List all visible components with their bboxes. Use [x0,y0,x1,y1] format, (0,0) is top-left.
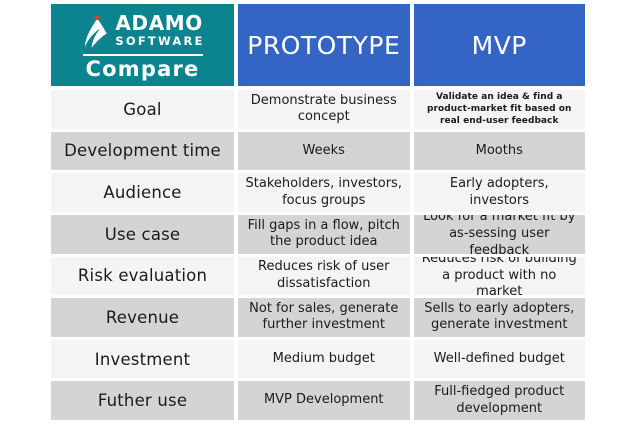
brand-lockup: ADAMO SOFTWARE [80,13,204,49]
column-header-prototype: PROTOTYPE [238,4,410,86]
criterion-label: Revenue [51,298,234,337]
table-row: Goal Demonstrate business concept Validate… [51,90,585,129]
criterion-label: Goal [51,90,234,129]
table-header-row: ADAMO SOFTWARE Compare PROTOTYPE MVP [51,4,585,86]
mvp-value: Full-fiedged product development [413,381,585,420]
prototype-value: MVP Development [238,381,410,420]
mvp-value: Reduces risk of building a product with … [413,256,585,296]
brand-header-cell: ADAMO SOFTWARE Compare [51,4,234,86]
prototype-value: Fill gaps in a flow, pitch the product i… [238,214,410,254]
mvp-value: Early adopters, investors [413,173,585,212]
table-row: Risk evaluation Reduces risk of user diss… [51,256,585,296]
table-row: Revenue Not for sales, generate further i… [51,298,585,337]
brand-wordmark: ADAMO SOFTWARE [115,13,204,48]
mvp-value: Sells to early adopters, generate invest… [413,298,585,337]
adamo-swoosh-logo-icon [85,15,108,48]
prototype-value: Demonstrate business concept [238,90,410,129]
table-row: Futher use MVP Development Full-fiedged pr… [51,381,585,420]
prototype-value: Weeks [238,131,410,171]
mvp-value: Mooths [413,131,585,171]
criterion-label: Risk evaluation [51,256,234,296]
table-row: Use case Fill gaps in a flow, pitch the p… [51,214,585,254]
mvp-value: Look for a market fit by as-sessing user… [413,214,585,254]
table-title: Compare [85,56,200,81]
table-body: Goal Demonstrate business concept Validate… [51,86,585,420]
criterion-label: Development time [51,131,234,171]
criterion-label: Futher use [51,381,234,420]
comparison-table: ADAMO SOFTWARE Compare PROTOTYPE MVP Goa… [51,4,585,420]
column-header-mvp: MVP [413,4,585,86]
column-header-mvp-label: MVP [471,30,527,60]
criterion-label: Use case [51,214,234,254]
table-row: Audience Stakeholders, investors, focus g… [51,173,585,212]
table-row: Development time Weeks Mooths [51,131,585,171]
criterion-label: Investment [51,339,234,379]
table-row: Investment Medium budget Well-defined budg… [51,339,585,379]
prototype-value: Not for sales, generate further investme… [238,298,410,337]
prototype-value: Reduces risk of user dissatisfaction [238,256,410,296]
brand-subtitle: SOFTWARE [115,34,205,49]
column-header-prototype-label: PROTOTYPE [247,30,401,60]
mvp-value: Validate an idea & find a product-market… [413,90,585,129]
mvp-value: Well-defined budget [413,339,585,379]
brand-divider [82,53,203,56]
prototype-value: Stakeholders, investors, focus groups [238,173,410,212]
criterion-label: Audience [51,173,234,212]
prototype-value: Medium budget [238,339,410,379]
brand-name: ADAMO [115,11,203,36]
